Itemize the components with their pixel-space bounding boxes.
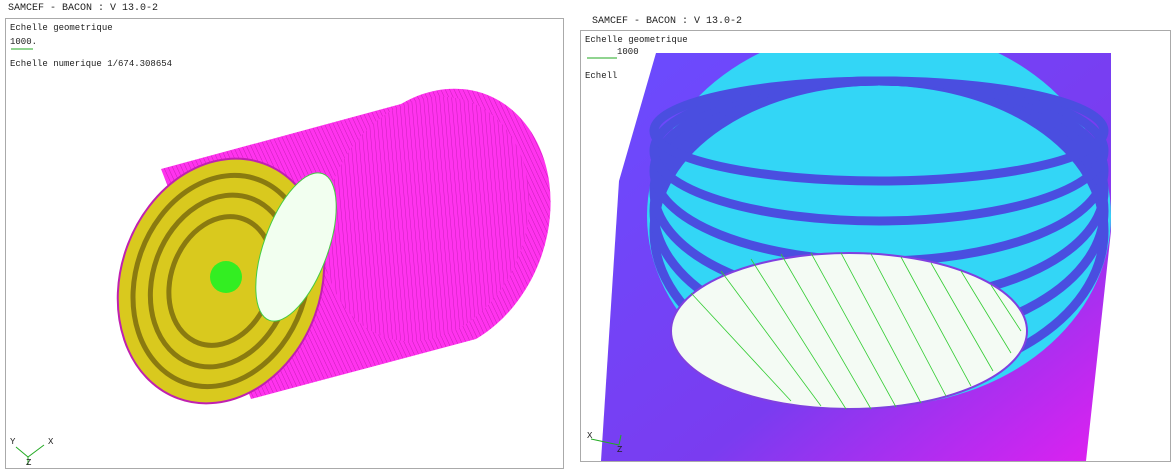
axis-triad <box>590 434 622 446</box>
scale-label: Echelle geometrique <box>585 35 688 45</box>
window-title: SAMCEF - BACON : V 13.0-2 <box>8 3 159 14</box>
model-view-right <box>587 53 1111 461</box>
axis-label: Z <box>617 445 623 455</box>
window-title: SAMCEF - BACON : V 13.0-2 <box>592 16 743 27</box>
viewport-right: Echelle geometrique 1000 Echell X Z <box>580 30 1171 462</box>
cylinder <box>116 88 551 405</box>
scale-value: 1000 <box>617 47 639 57</box>
scale-value: 1000. <box>10 37 38 47</box>
cylinder-end <box>670 252 1028 410</box>
axis-label: Y <box>10 437 16 447</box>
numeric-scale: Echell <box>585 71 618 81</box>
scale-label: Echelle geometrique <box>10 23 113 33</box>
axis-label: X <box>48 437 54 447</box>
axis-label: Z <box>26 458 32 468</box>
numeric-scale: Echelle numerique 1/674.308654 <box>10 59 173 69</box>
viewport-left: Echelle geometrique 1000. Echelle numeri… <box>5 18 564 469</box>
model-view-left <box>11 48 551 465</box>
axis-label: X <box>587 431 593 441</box>
axis-triad <box>15 444 45 465</box>
end-mesh <box>690 252 1022 410</box>
